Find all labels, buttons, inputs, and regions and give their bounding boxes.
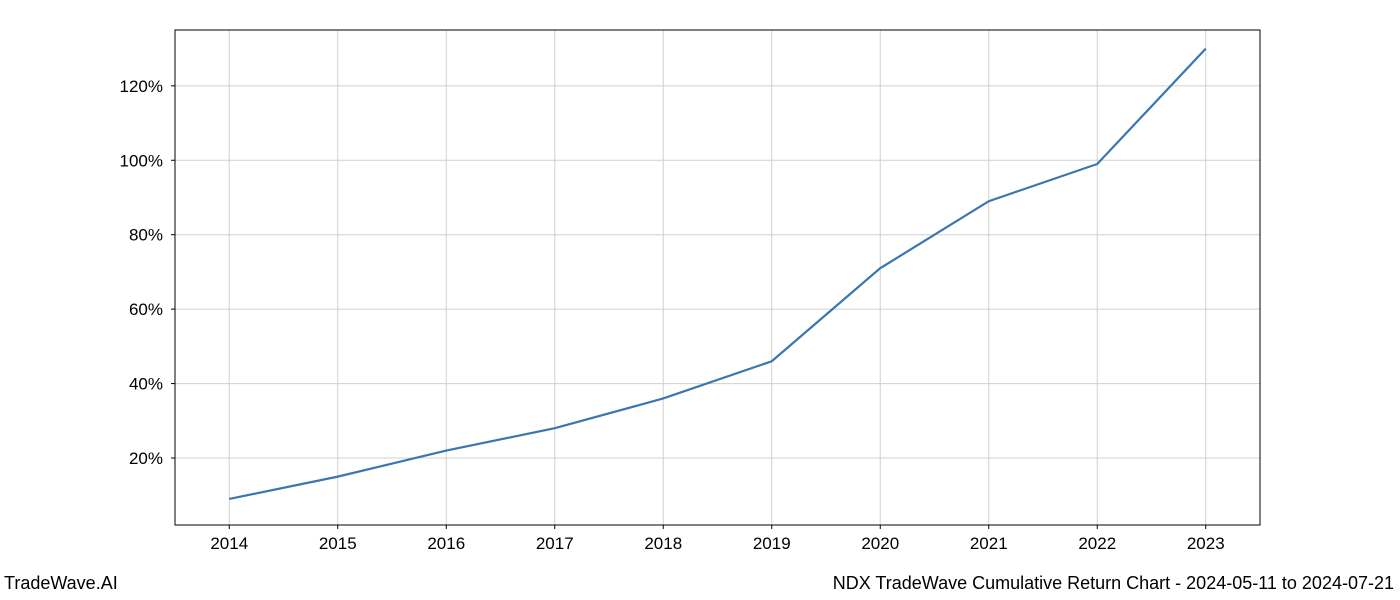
y-tick-label: 120% [120,77,163,96]
x-tick-label: 2015 [319,534,357,553]
x-tick-label: 2019 [753,534,791,553]
x-tick-label: 2022 [1078,534,1116,553]
x-tick-label: 2014 [210,534,248,553]
chart-container: 2014 2015 2016 2017 2018 2019 2020 2021 2022 2023… [0,0,1400,600]
y-tick-label: 100% [120,151,163,170]
footer-caption: NDX TradeWave Cumulative Return Chart - … [833,573,1394,594]
y-tick-label: 80% [129,226,163,245]
x-tick-label: 2018 [644,534,682,553]
footer-brand: TradeWave.AI [4,573,118,594]
x-tick-label: 2020 [861,534,899,553]
series-line [229,49,1206,499]
y-tick-label: 40% [129,375,163,394]
x-tick-label: 2021 [970,534,1008,553]
y-tick-label: 60% [129,300,163,319]
x-tick-label: 2016 [427,534,465,553]
x-tick-label: 2023 [1187,534,1225,553]
y-tick-label: 20% [129,449,163,468]
x-tick-label: 2017 [536,534,574,553]
line-chart: 2014 2015 2016 2017 2018 2019 2020 2021 2022 2023… [0,0,1400,600]
